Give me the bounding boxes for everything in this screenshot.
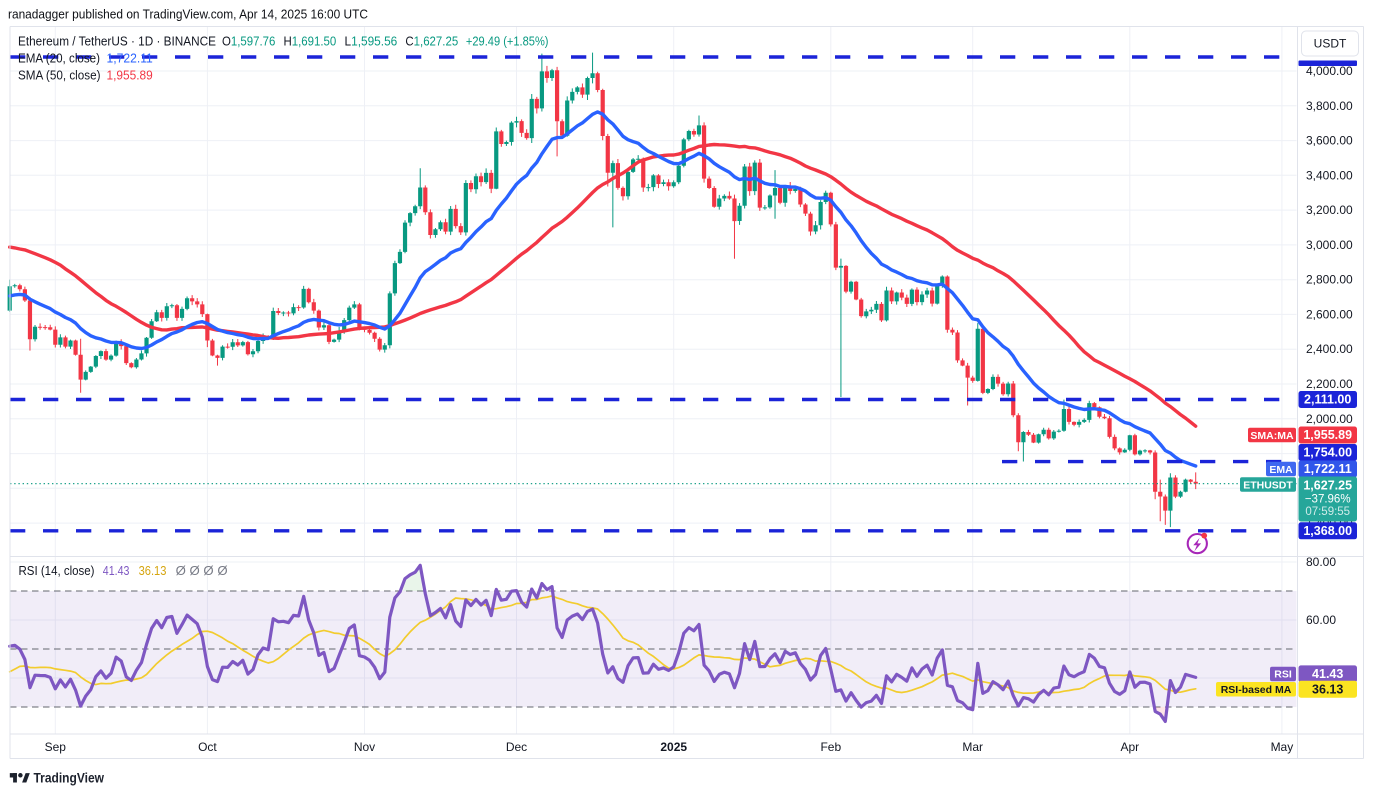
svg-text:SMA:MA: SMA:MA (1250, 430, 1294, 442)
svg-text:2,600.00: 2,600.00 (1306, 307, 1353, 321)
svg-text:2,111.00: 2,111.00 (1304, 393, 1351, 407)
svg-text:RSI: RSI (1274, 669, 1292, 681)
svg-text:1,368.00: 1,368.00 (1303, 524, 1352, 538)
svg-text:Dec: Dec (506, 740, 527, 754)
svg-text:3,400.00: 3,400.00 (1306, 168, 1353, 182)
svg-text:SMA (50, close): SMA (50, close) (18, 69, 101, 83)
svg-text:3,600.00: 3,600.00 (1306, 134, 1353, 148)
svg-text:3,000.00: 3,000.00 (1306, 238, 1353, 252)
svg-text:C1,627.25: C1,627.25 (405, 35, 458, 49)
svg-text:1,754.00: 1,754.00 (1303, 446, 1352, 460)
svg-text:Apr: Apr (1120, 740, 1139, 754)
svg-text:ranadagger published on Tradin: ranadagger published on TradingView.com,… (8, 7, 368, 22)
svg-text:May: May (1271, 740, 1294, 754)
svg-text:80.00: 80.00 (1306, 555, 1336, 569)
svg-text:2,400.00: 2,400.00 (1306, 342, 1353, 356)
svg-text:Ethereum / TetherUS · 1D · BIN: Ethereum / TetherUS · 1D · BINANCE (18, 35, 216, 49)
svg-text:4,000.00: 4,000.00 (1306, 64, 1353, 78)
svg-text:41.43: 41.43 (1312, 667, 1343, 681)
svg-text:1,722.11: 1,722.11 (1304, 462, 1352, 476)
svg-text:Nov: Nov (354, 740, 375, 754)
svg-text:H1,691.50: H1,691.50 (284, 35, 337, 49)
svg-text:2025: 2025 (660, 740, 687, 754)
svg-text:41.43: 41.43 (103, 564, 130, 578)
svg-text:3,200.00: 3,200.00 (1306, 203, 1353, 217)
svg-text:Ø Ø Ø Ø: Ø Ø Ø Ø (176, 564, 228, 578)
svg-text:07:59:55: 07:59:55 (1305, 506, 1350, 518)
svg-text:RSI-based MA: RSI-based MA (1221, 684, 1292, 696)
svg-text:USDT: USDT (1314, 37, 1347, 51)
svg-text:Oct: Oct (198, 740, 217, 754)
svg-text:1,955.89: 1,955.89 (1303, 428, 1352, 442)
svg-text:L1,595.56: L1,595.56 (345, 35, 398, 49)
svg-text:ETHUSDT: ETHUSDT (1243, 479, 1293, 491)
svg-text:Mar: Mar (962, 740, 983, 754)
svg-text:36.13: 36.13 (1312, 682, 1343, 696)
svg-text:1,627.25: 1,627.25 (1303, 479, 1352, 493)
svg-text:TradingView: TradingView (34, 771, 105, 786)
svg-text:36.13: 36.13 (139, 564, 167, 578)
svg-text:2,000.00: 2,000.00 (1306, 412, 1353, 426)
svg-text:2,800.00: 2,800.00 (1306, 273, 1353, 287)
svg-text:−37.96%: −37.96% (1305, 494, 1351, 506)
svg-text:1,722.11: 1,722.11 (107, 52, 153, 66)
svg-text:Sep: Sep (45, 740, 67, 754)
svg-text:O1,597.76: O1,597.76 (222, 35, 275, 49)
svg-text:1,955.89: 1,955.89 (107, 69, 153, 83)
svg-text:2,200.00: 2,200.00 (1306, 377, 1353, 391)
svg-text:EMA (20, close): EMA (20, close) (18, 52, 100, 66)
svg-text:RSI (14, close): RSI (14, close) (19, 564, 95, 578)
svg-text:60.00: 60.00 (1306, 613, 1336, 627)
svg-text:3,800.00: 3,800.00 (1306, 99, 1353, 113)
svg-text:+29.49 (+1.85%): +29.49 (+1.85%) (466, 35, 549, 49)
svg-text:Feb: Feb (820, 740, 841, 754)
svg-text:EMA: EMA (1269, 464, 1293, 476)
